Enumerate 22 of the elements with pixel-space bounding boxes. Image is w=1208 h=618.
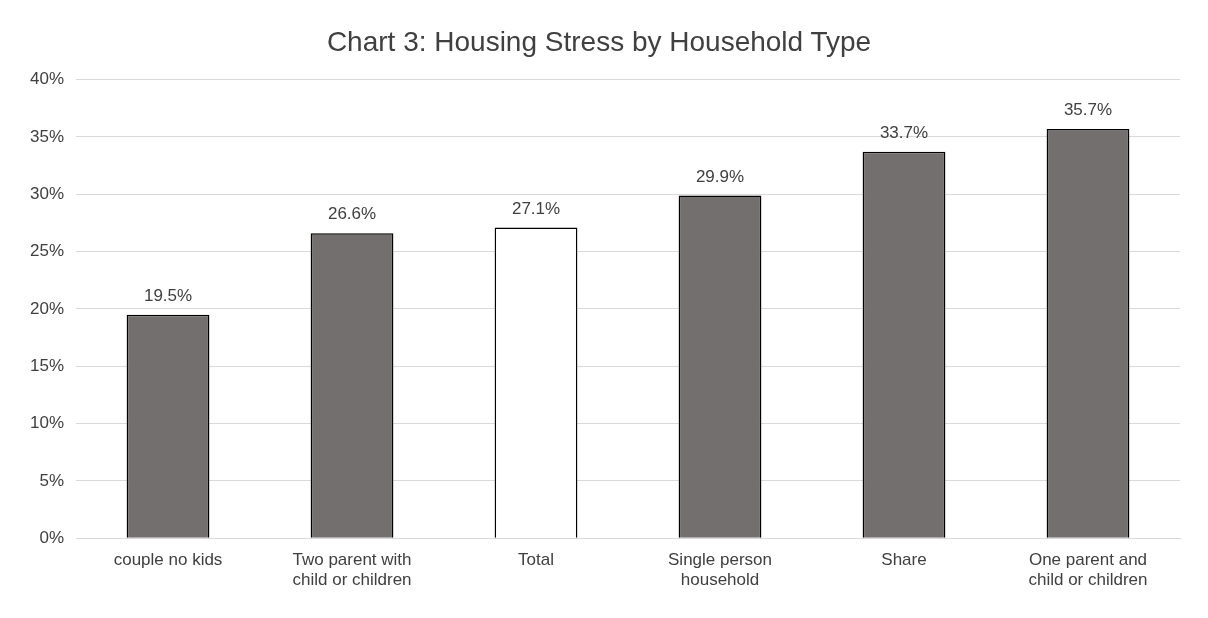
y-tick-label: 0%	[39, 527, 65, 547]
y-tick-label: 25%	[29, 241, 65, 261]
x-tick-label: Share	[881, 550, 927, 570]
data-label: 35.7%	[1063, 100, 1113, 120]
y-tick-label: 35%	[29, 126, 65, 146]
x-tick-label: Single person household	[668, 550, 772, 590]
y-tick-label: 10%	[29, 413, 65, 433]
data-label: 29.9%	[695, 166, 745, 186]
y-tick-label: 30%	[29, 183, 65, 203]
y-tick-label: 20%	[29, 298, 65, 318]
data-label: 26.6%	[327, 204, 377, 224]
chart-title: Chart 3: Housing Stress by Household Type	[326, 25, 872, 57]
x-tick-label: Two parent with child or children	[292, 550, 412, 590]
data-label: 19.5%	[143, 285, 193, 305]
data-label: 27.1%	[511, 198, 561, 218]
x-tick-label: Total	[518, 550, 554, 570]
y-tick-label: 5%	[39, 470, 65, 490]
data-label: 33.7%	[879, 123, 929, 143]
x-tick-label: couple no kids	[113, 550, 223, 570]
x-tick-label: One parent and child or children	[1028, 550, 1148, 590]
y-tick-label: 15%	[29, 355, 65, 375]
y-tick-label: 40%	[29, 69, 65, 89]
